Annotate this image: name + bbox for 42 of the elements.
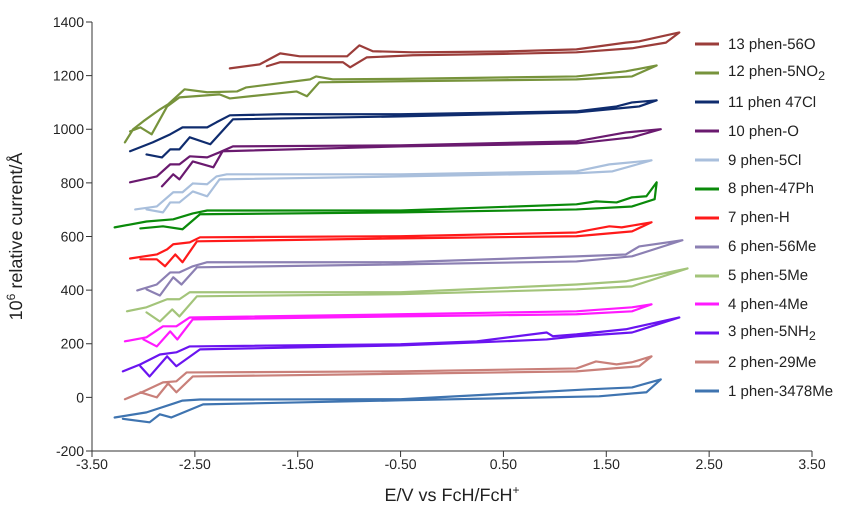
line-series	[136, 239, 684, 297]
legend-label: 12 phen-5NO$_{2}$	[728, 63, 826, 84]
line-series	[122, 316, 680, 378]
line-series	[124, 355, 653, 400]
line-series	[134, 159, 653, 214]
x-tick-label: 3.50	[798, 456, 826, 472]
line-series	[128, 221, 653, 268]
y-tick-label: 1000	[52, 121, 84, 138]
legend-label: 2 phen-29Me	[728, 354, 816, 371]
legend-label: 13 phen-56O	[728, 36, 816, 53]
y-tick-label: 200	[60, 336, 84, 352]
line-series	[126, 267, 689, 323]
x-axis-title: E/V vs FcH/FcH$^{+}$	[384, 483, 520, 505]
legend-label: 1 phen-3478Me	[728, 382, 834, 400]
line-series	[114, 181, 658, 230]
line-series	[124, 303, 653, 348]
y-tick-label: 600	[60, 228, 84, 244]
line-series	[124, 64, 658, 144]
x-tick-label: -1.50	[282, 456, 314, 472]
x-tick-label: 2.50	[696, 456, 723, 472]
y-tick-label: 400	[60, 282, 84, 298]
y-tick-label: 1400	[52, 14, 84, 30]
legend-label: 6 phen-56Me	[728, 238, 816, 256]
legend-label: 3 phen-5NH$_{2}$	[728, 323, 816, 344]
line-series	[128, 128, 662, 188]
line-series	[128, 99, 658, 159]
line-series	[114, 378, 662, 424]
legend-label: 4 phen-4Me	[728, 296, 808, 313]
y-tick-label: 800	[60, 174, 84, 191]
legend-label: 10 phen-O	[728, 122, 799, 140]
legend-label: 5 phen-5Me	[728, 267, 808, 284]
y-tick-label: 0	[76, 389, 84, 406]
legend-label: 9 phen-5Cl	[728, 152, 802, 168]
legend-label: 11 phen 47Cl	[728, 94, 816, 111]
line-series	[228, 31, 680, 70]
x-tick-label: -2.50	[178, 456, 212, 472]
legend-label: 7 phen-H	[728, 209, 790, 226]
x-tick-label: 0.50	[490, 456, 518, 472]
x-tick-label: 1.50	[592, 456, 620, 472]
x-tick-label: -0.50	[384, 456, 417, 472]
y-tick-label: 1200	[52, 68, 84, 84]
legend-label: 8 phen-47Ph	[728, 180, 814, 198]
